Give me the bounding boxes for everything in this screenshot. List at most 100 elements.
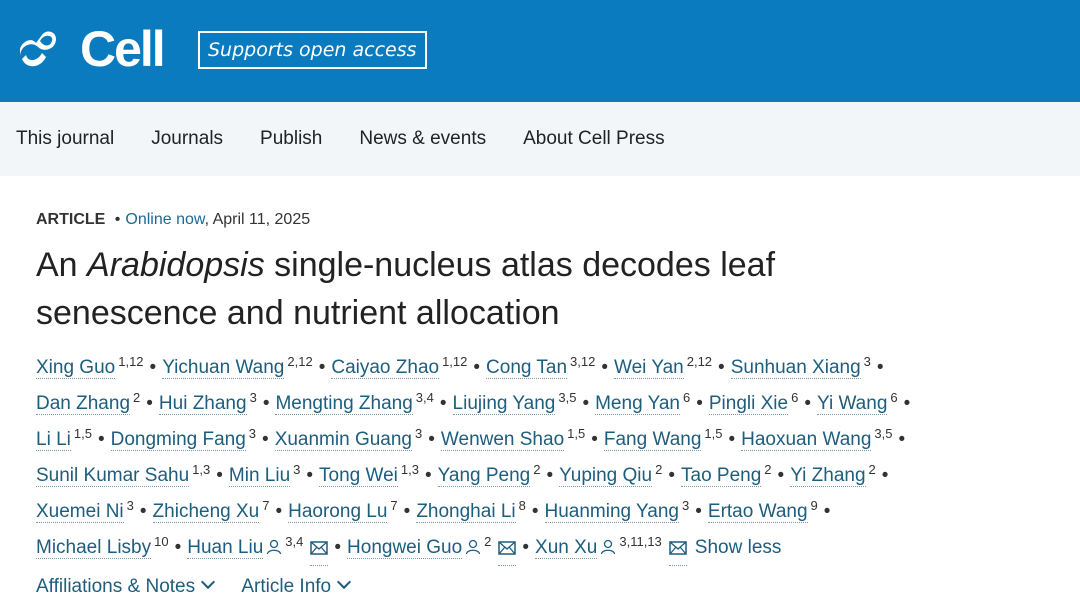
separator-dot: • — [262, 393, 270, 414]
author-list: Xing Guo 1,12 • Yichuan Wang 2,12 • Caiyao Zha… — [36, 347, 1080, 566]
author-link[interactable]: Yang Peng — [437, 465, 531, 487]
separator-dot: • — [334, 537, 342, 558]
article-type: ARTICLE — [36, 211, 106, 228]
author-row: Xing Guo 1,12 • Yichuan Wang 2,12 • Caiyao Zha… — [36, 347, 1080, 383]
separator-dot: • — [777, 465, 785, 486]
affiliation-numbers: 6 — [682, 390, 691, 405]
separator-dot: • — [804, 393, 811, 414]
affiliation-numbers: 1,5 — [567, 426, 586, 441]
affiliation-numbers: 1,5 — [704, 426, 723, 441]
open-access-badge[interactable]: Supports open access — [198, 31, 427, 69]
author-link[interactable]: Cong Tan — [486, 357, 568, 379]
separator: • — [114, 211, 121, 228]
author-link[interactable]: Yichuan Wang — [162, 357, 285, 379]
author-link[interactable]: Xuemei Ni — [36, 501, 124, 523]
email-icon[interactable] — [668, 535, 687, 566]
author-link[interactable]: Caiyao Zhao — [331, 357, 440, 379]
online-status: Online now — [125, 211, 205, 228]
author-link[interactable]: Tao Peng — [681, 465, 762, 487]
separator-dot: • — [139, 501, 147, 522]
author-link[interactable]: Pingli Xie — [708, 393, 789, 415]
affiliation-numbers: 1,12 — [118, 354, 144, 369]
affiliation-numbers: 7 — [390, 498, 398, 513]
nav-this-journal[interactable]: This journal — [16, 128, 115, 149]
separator-dot: • — [695, 501, 702, 522]
email-icon[interactable] — [498, 535, 517, 566]
separator-dot: • — [473, 357, 481, 378]
site-header: Cell Supports open access — [0, 0, 1080, 102]
label: Article Info — [241, 576, 332, 597]
title-italic: Arabidopsis — [87, 246, 265, 284]
author-link[interactable]: Ertao Wang — [707, 501, 808, 523]
affiliations-toggle[interactable]: Affiliations & Notes — [36, 574, 216, 597]
author-link[interactable]: Sunhuan Xiang — [730, 357, 861, 379]
author-link[interactable]: Hui Zhang — [158, 393, 247, 415]
separator-dot: • — [318, 357, 326, 378]
author-row: Michael Lisby 10 • Huan Liu 3,4 • Hongwei Guo 2… — [36, 527, 1080, 566]
author-link[interactable]: Yi Wang — [816, 393, 888, 415]
author-link[interactable]: Dongming Fang — [110, 429, 246, 451]
separator-dot: • — [306, 465, 314, 486]
email-icon[interactable] — [310, 535, 329, 566]
author-link[interactable]: Hongwei Guo — [347, 537, 463, 559]
separator-dot: • — [149, 357, 157, 378]
affiliation-numbers: 3,11,13 — [619, 534, 662, 549]
corresponding-author-icon — [266, 535, 282, 565]
article-info-toggle[interactable]: Article Info — [241, 574, 352, 597]
author-link[interactable]: Wenwen Shao — [440, 429, 565, 451]
separator-dot: • — [696, 393, 703, 414]
author-link[interactable]: Dan Zhang — [36, 393, 131, 415]
author-link[interactable]: Huanming Yang — [544, 501, 680, 523]
author-link[interactable]: Michael Lisby — [36, 537, 152, 559]
title-part: An — [36, 246, 88, 284]
author-link[interactable]: Sunil Kumar Sahu — [36, 465, 190, 487]
affiliation-numbers: 1,3 — [192, 462, 211, 477]
author-link[interactable]: Haoxuan Wang — [741, 429, 872, 451]
separator-dot: • — [823, 501, 831, 522]
author-link[interactable]: Yuping Qiu — [559, 465, 653, 487]
affiliation-numbers: 3 — [126, 498, 134, 513]
author-link[interactable]: Xuanmin Guang — [274, 429, 413, 451]
separator-dot: • — [876, 357, 884, 378]
affiliation-numbers: 8 — [518, 498, 526, 513]
author-link[interactable]: Mengting Zhang — [275, 393, 413, 415]
separator-dot: • — [546, 465, 554, 486]
author-link[interactable]: Fang Wang — [603, 429, 702, 451]
author-link[interactable]: Zhonghai Li — [416, 501, 516, 523]
author-link[interactable]: Wei Yan — [614, 357, 684, 379]
nav-about[interactable]: About Cell Press — [523, 128, 665, 149]
author-link[interactable]: Min Liu — [228, 465, 291, 487]
article-title: An Arabidopsis single-nucleus atlas deco… — [36, 241, 1080, 337]
separator-dot: • — [718, 357, 725, 378]
separator-dot: • — [146, 393, 153, 414]
author-link[interactable]: Huan Liu — [187, 537, 264, 559]
author-link[interactable]: Li Li — [36, 429, 71, 451]
nav-journals[interactable]: Journals — [151, 128, 224, 149]
author-link[interactable]: Yi Zhang — [790, 465, 866, 487]
separator-dot: • — [522, 537, 530, 558]
author-link[interactable]: Meng Yan — [595, 393, 680, 415]
title-part: senescence and nutrient allocation — [36, 294, 560, 332]
affiliation-numbers: 2 — [868, 462, 876, 477]
affiliation-numbers: 6 — [791, 390, 799, 405]
nav-publish[interactable]: Publish — [260, 128, 323, 149]
author-link[interactable]: Tong Wei — [319, 465, 398, 487]
author-link[interactable]: Xun Xu — [535, 537, 598, 559]
author-link[interactable]: Haorong Lu — [288, 501, 388, 523]
affiliation-numbers: 6 — [890, 390, 898, 405]
chevron-down-icon — [337, 574, 352, 590]
author-link[interactable]: Zhicheng Xu — [152, 501, 260, 523]
show-less-button[interactable]: Show less — [694, 537, 782, 558]
author-link[interactable]: Xing Guo — [36, 357, 116, 379]
publish-date: , April 11, 2025 — [204, 211, 311, 228]
article-meta: ARTICLE • Online now, April 11, 2025 — [36, 211, 1080, 229]
cell-logo[interactable]: Cell — [16, 24, 166, 74]
author-link[interactable]: Liujing Yang — [452, 393, 556, 415]
author-row: Dan Zhang 2 • Hui Zhang 3 • Mengting Zhang 3,4 •… — [36, 383, 1080, 419]
corresponding-author-icon — [600, 535, 616, 565]
affiliation-numbers: 2,12 — [686, 354, 713, 369]
title-part: single-nucleus atlas decodes leaf — [264, 246, 776, 284]
nav-news-events[interactable]: News & events — [359, 128, 487, 149]
separator-dot: • — [216, 465, 223, 486]
separator-dot: • — [439, 393, 447, 414]
